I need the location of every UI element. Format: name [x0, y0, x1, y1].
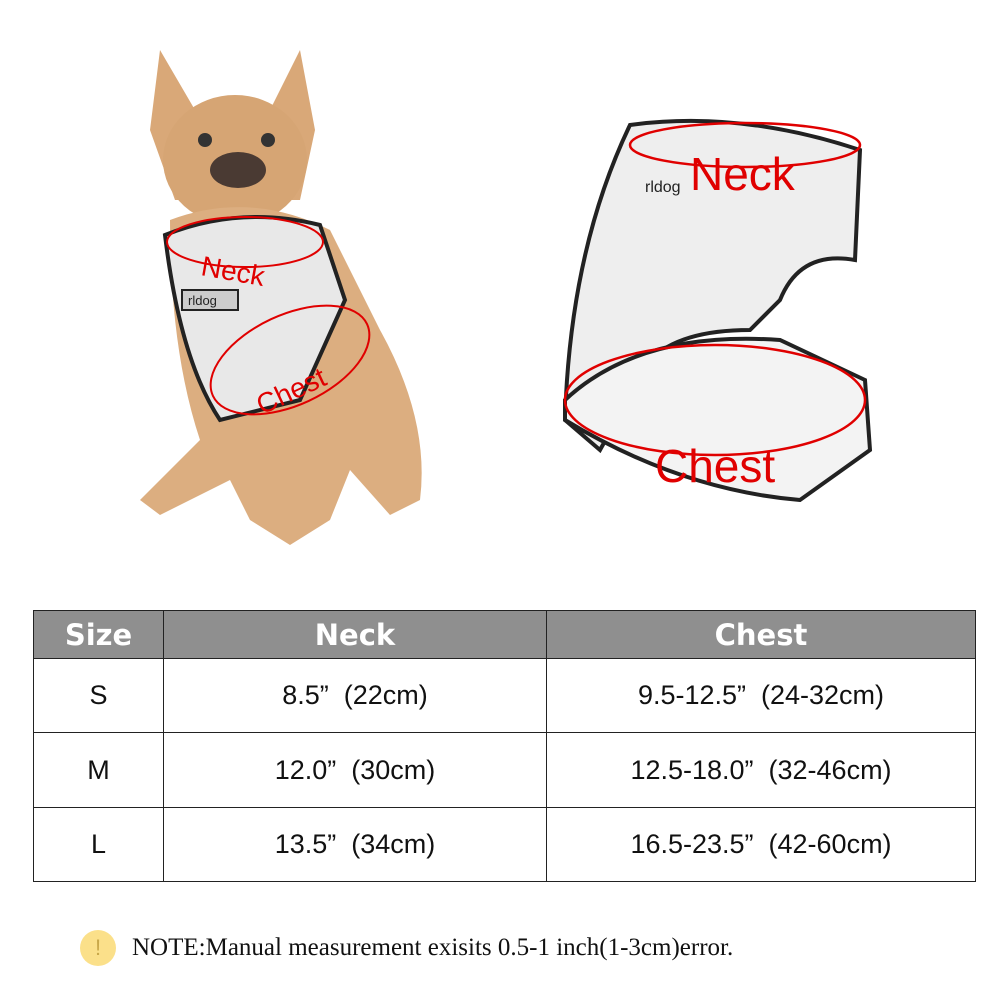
harness-neck-label: Neck — [690, 148, 796, 200]
table-row: S 8.5” (22cm) 9.5-12.5” (24-32cm) — [33, 658, 976, 733]
harness-chest-label: Chest — [655, 440, 775, 492]
neck-cell: 12.0” (30cm) — [163, 732, 547, 808]
chest-cell: 12.5-18.0” (32-46cm) — [546, 732, 976, 808]
harness-image: Neck Chest rldog — [562, 118, 873, 503]
svg-text:rldog: rldog — [188, 293, 217, 308]
chest-cell: 16.5-23.5” (42-60cm) — [546, 807, 976, 882]
chest-cell: 9.5-12.5” (24-32cm) — [546, 658, 976, 733]
size-table: Size Neck Chest S 8.5” (22cm) 9.5-12.5” … — [33, 610, 976, 882]
header-chest: Chest — [546, 610, 976, 659]
table-header-row: Size Neck Chest — [33, 610, 976, 659]
size-cell: L — [33, 807, 164, 882]
product-illustration: rldog Neck Chest Neck Chest rldog — [140, 50, 873, 545]
size-cell: S — [33, 658, 164, 733]
table-row: L 13.5” (34cm) 16.5-23.5” (42-60cm) — [33, 807, 976, 882]
table-row: M 12.0” (30cm) 12.5-18.0” (32-46cm) — [33, 732, 976, 808]
exclamation-icon: ! — [80, 930, 116, 966]
header-size: Size — [33, 610, 164, 659]
dog-image: rldog Neck Chest — [140, 50, 422, 545]
neck-cell: 13.5” (34cm) — [163, 807, 547, 882]
dog-brand-tag — [181, 289, 239, 311]
neck-cell: 8.5” (22cm) — [163, 658, 547, 733]
note-text: NOTE:Manual measurement exisits 0.5-1 in… — [132, 934, 734, 961]
measurement-note: ! NOTE:Manual measurement exisits 0.5-1 … — [80, 930, 733, 966]
harness-brand-tag: rldog — [645, 179, 681, 196]
size-cell: M — [33, 732, 164, 808]
header-neck: Neck — [163, 610, 547, 659]
